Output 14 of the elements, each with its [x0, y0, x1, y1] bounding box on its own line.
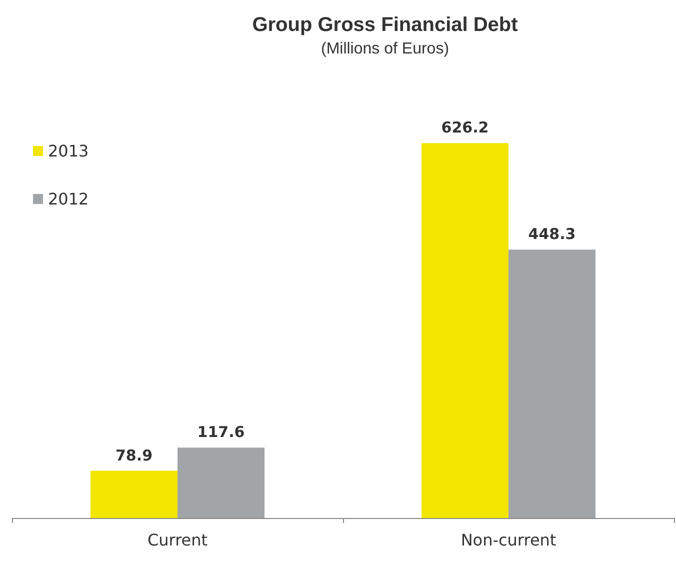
x-tick-label: Current: [147, 530, 208, 550]
bar: [90, 470, 178, 518]
bar: [178, 448, 264, 518]
data-label: 117.6: [197, 423, 245, 442]
x-tick-label: Non-current: [460, 530, 556, 550]
legend-label: 2012: [48, 190, 89, 208]
data-label: 448.3: [528, 225, 576, 244]
data-label: 78.9: [115, 446, 153, 464]
chart-title: Group Gross Financial Debt: [252, 14, 518, 36]
bar: [422, 143, 508, 518]
bar: [508, 250, 596, 518]
chart-subtitle: (Millions of Euros): [320, 40, 450, 58]
legend-label: 2013: [48, 142, 89, 160]
data-label: 626.2: [441, 118, 489, 137]
